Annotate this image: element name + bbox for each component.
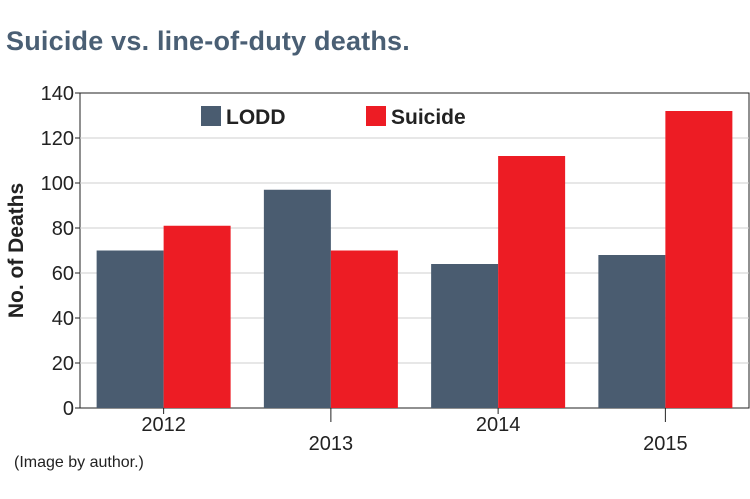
y-tick-label: 20: [52, 353, 74, 375]
bar-suicide-2014: [498, 156, 566, 408]
legend-label-lodd: LODD: [226, 106, 286, 129]
x-tick-label: 2012: [141, 414, 186, 436]
y-tick-label: 0: [63, 398, 74, 420]
y-axis-label: No. of Deaths: [5, 183, 28, 318]
y-tick-label: 80: [52, 218, 74, 240]
y-tick-label: 40: [52, 308, 74, 330]
legend-label-suicide: Suicide: [391, 106, 466, 129]
chart-title: Suicide vs. line-of-duty deaths.: [6, 26, 410, 56]
y-tick-label: 60: [52, 263, 74, 285]
image-credit: (Image by author.): [14, 454, 144, 471]
x-tick-label: 2014: [476, 414, 521, 436]
bar-lodd-2014: [431, 264, 499, 408]
bar-lodd-2012: [96, 250, 164, 408]
x-tick-label: 2015: [643, 433, 688, 455]
bar-suicide-2015: [665, 111, 733, 408]
bar-lodd-2013: [263, 189, 331, 408]
legend-swatch-suicide: [366, 106, 386, 126]
y-tick-label: 100: [41, 173, 74, 195]
plot-frame: [79, 92, 750, 409]
x-tick-label: 2013: [309, 433, 354, 455]
y-tick-label: 120: [41, 128, 74, 150]
y-tick-label: 140: [41, 83, 74, 105]
bar-suicide-2012: [163, 225, 231, 408]
legend-swatch-lodd: [201, 106, 221, 126]
bar-suicide-2013: [330, 250, 398, 408]
bar-lodd-2015: [598, 255, 666, 408]
